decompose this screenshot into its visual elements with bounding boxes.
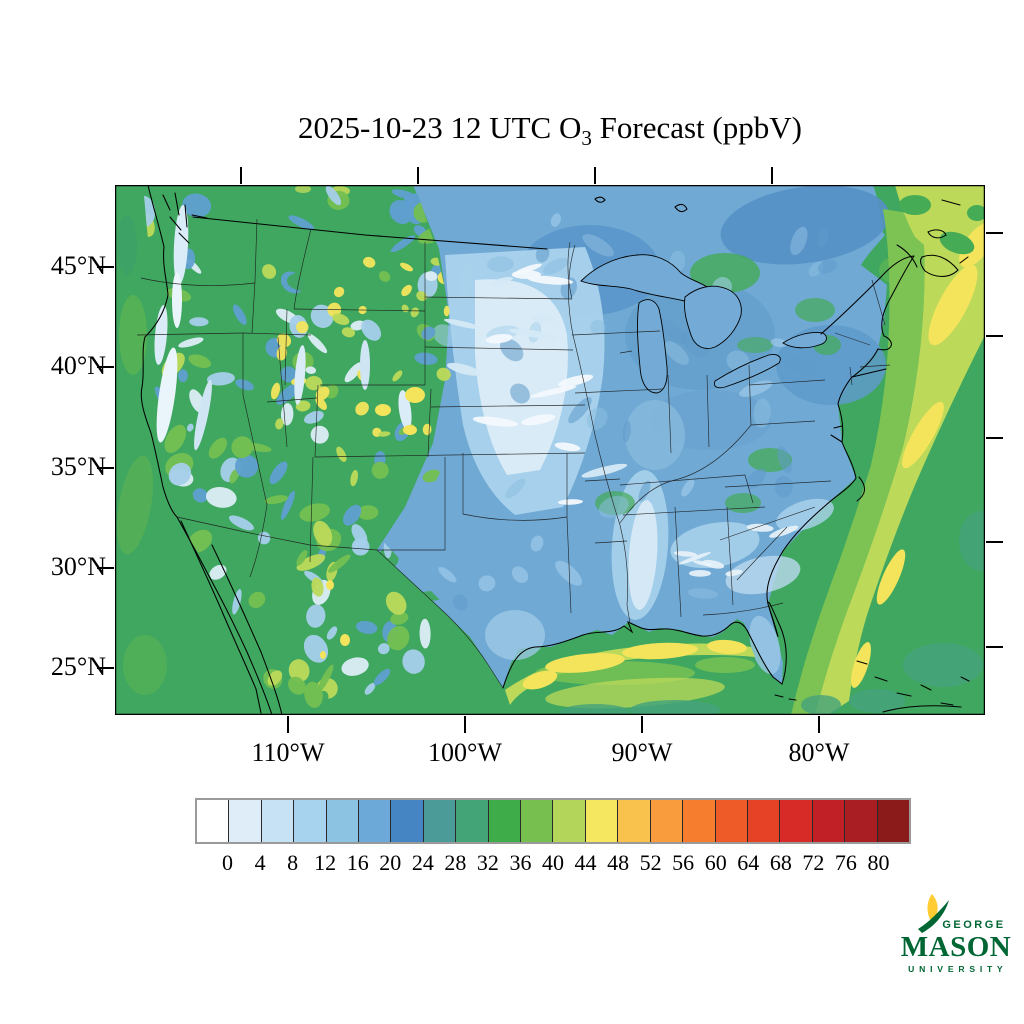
colorbar-cell [747,800,781,842]
title-suffix: Forecast (ppbV) [591,110,802,145]
lon-tick-label: 90°W [611,738,673,767]
forecast-map [115,185,985,715]
colorbar-cell [715,800,748,842]
page-title: 2025-10-23 12 UTC O3 Forecast (ppbV) [115,110,985,151]
colorbar-cell [229,800,262,842]
colorbar-cell [359,800,392,842]
great-lakes [580,254,827,394]
colorbar-cell [553,800,586,842]
colorbar-cell [391,800,424,842]
colorbar-tick-label: 60 [704,850,727,875]
logo-leaf-icon [918,900,949,933]
colorbar-cell [650,800,684,842]
colorbar-tick-label: 12 [314,850,337,875]
colorbar-tick-label: 36 [509,850,532,875]
logo-text-university: U N I V E R S I T Y [908,964,1004,974]
state-borders [136,218,891,689]
logo-text-george: GEORGE [942,919,1005,931]
colorbar-tick-label: 40 [542,850,564,875]
colorbar-cell [261,800,295,842]
colorbar-cell [326,800,360,842]
colorbar-cell [521,800,554,842]
lon-tick-label: 110°W [251,738,325,767]
colorbar-cell [197,800,230,842]
colorbar-cell [488,800,522,842]
title-subscript: 3 [581,126,592,151]
colorbar-tick-label: 4 [254,850,266,875]
colorbar-cell [780,800,813,842]
colorbar-tick-label: 68 [769,850,792,875]
title-prefix: 2025-10-23 12 UTC O [298,110,582,145]
gmu-logo: GEORGE MASON U N I V E R S I T Y [901,894,1011,974]
coastlines [140,185,970,715]
colorbar-tick-label: 44 [574,850,597,875]
lat-tick-left [97,467,114,469]
colorbar-cell [877,800,909,842]
lon-tick-label: 100°W [428,738,502,767]
lon-tick-top [240,167,242,184]
lon-tick-label: 80°W [788,738,850,767]
colorbar-labels: 0 4 8 12 16 20 24 28 32 36 40 44 48 52 56 60 64 68 72 76 80 [195,850,911,878]
colorbar-cell [294,800,327,842]
colorbar-tick-label: 56 [672,850,695,875]
colorbar-tick-label: 24 [411,850,434,875]
colorbar-tick-label: 32 [476,850,499,875]
lon-tick-bottom [287,716,289,733]
map-frame [115,185,985,715]
lat-tick-right [986,232,1003,234]
logo-text-mason: MASON [901,931,1011,963]
lon-tick-bottom [818,716,820,733]
colorbar [195,798,911,844]
colorbar-tick-label: 76 [834,850,857,875]
colorbar-cell [456,800,489,842]
lat-tick-label: 35°N [50,451,106,481]
colorbar-cell [618,800,651,842]
lat-tick-right [986,335,1003,337]
colorbar-cell [812,800,846,842]
colorbar-tick-label: 8 [287,850,299,875]
colorbar-tick-label: 0 [222,850,234,875]
lat-tick-right [986,646,1003,648]
colorbar-tick-label: 28 [444,850,467,875]
lat-tick-right [986,437,1003,439]
lon-tick-top [594,167,596,184]
colorbar-cell [845,800,878,842]
lon-tick-bottom [641,716,643,733]
colorbar-tick-label: 16 [346,850,369,875]
colorbar-tick-label: 64 [737,850,760,875]
colorbar-tick-label: 48 [607,850,630,875]
lon-tick-bottom [464,716,466,733]
lat-tick-label: 40°N [50,350,106,380]
colorbar-cell [683,800,716,842]
lon-tick-top [771,167,773,184]
colorbar-cell [423,800,457,842]
lat-tick-left [97,567,114,569]
lat-tick-label: 45°N [50,250,106,280]
lat-tick-label: 30°N [50,551,106,581]
colorbar-tick-label: 52 [639,850,662,875]
lat-tick-right [986,541,1003,543]
colorbar-tick-label: 72 [802,850,825,875]
lat-tick-left [97,366,114,368]
lat-tick-label: 25°N [50,651,106,681]
lat-tick-left [97,667,114,669]
colorbar-tick-label: 20 [379,850,402,875]
lat-tick-left [97,266,114,268]
colorbar-cell [585,800,619,842]
lon-tick-top [417,167,419,184]
colorbar-tick-label: 80 [867,850,890,875]
